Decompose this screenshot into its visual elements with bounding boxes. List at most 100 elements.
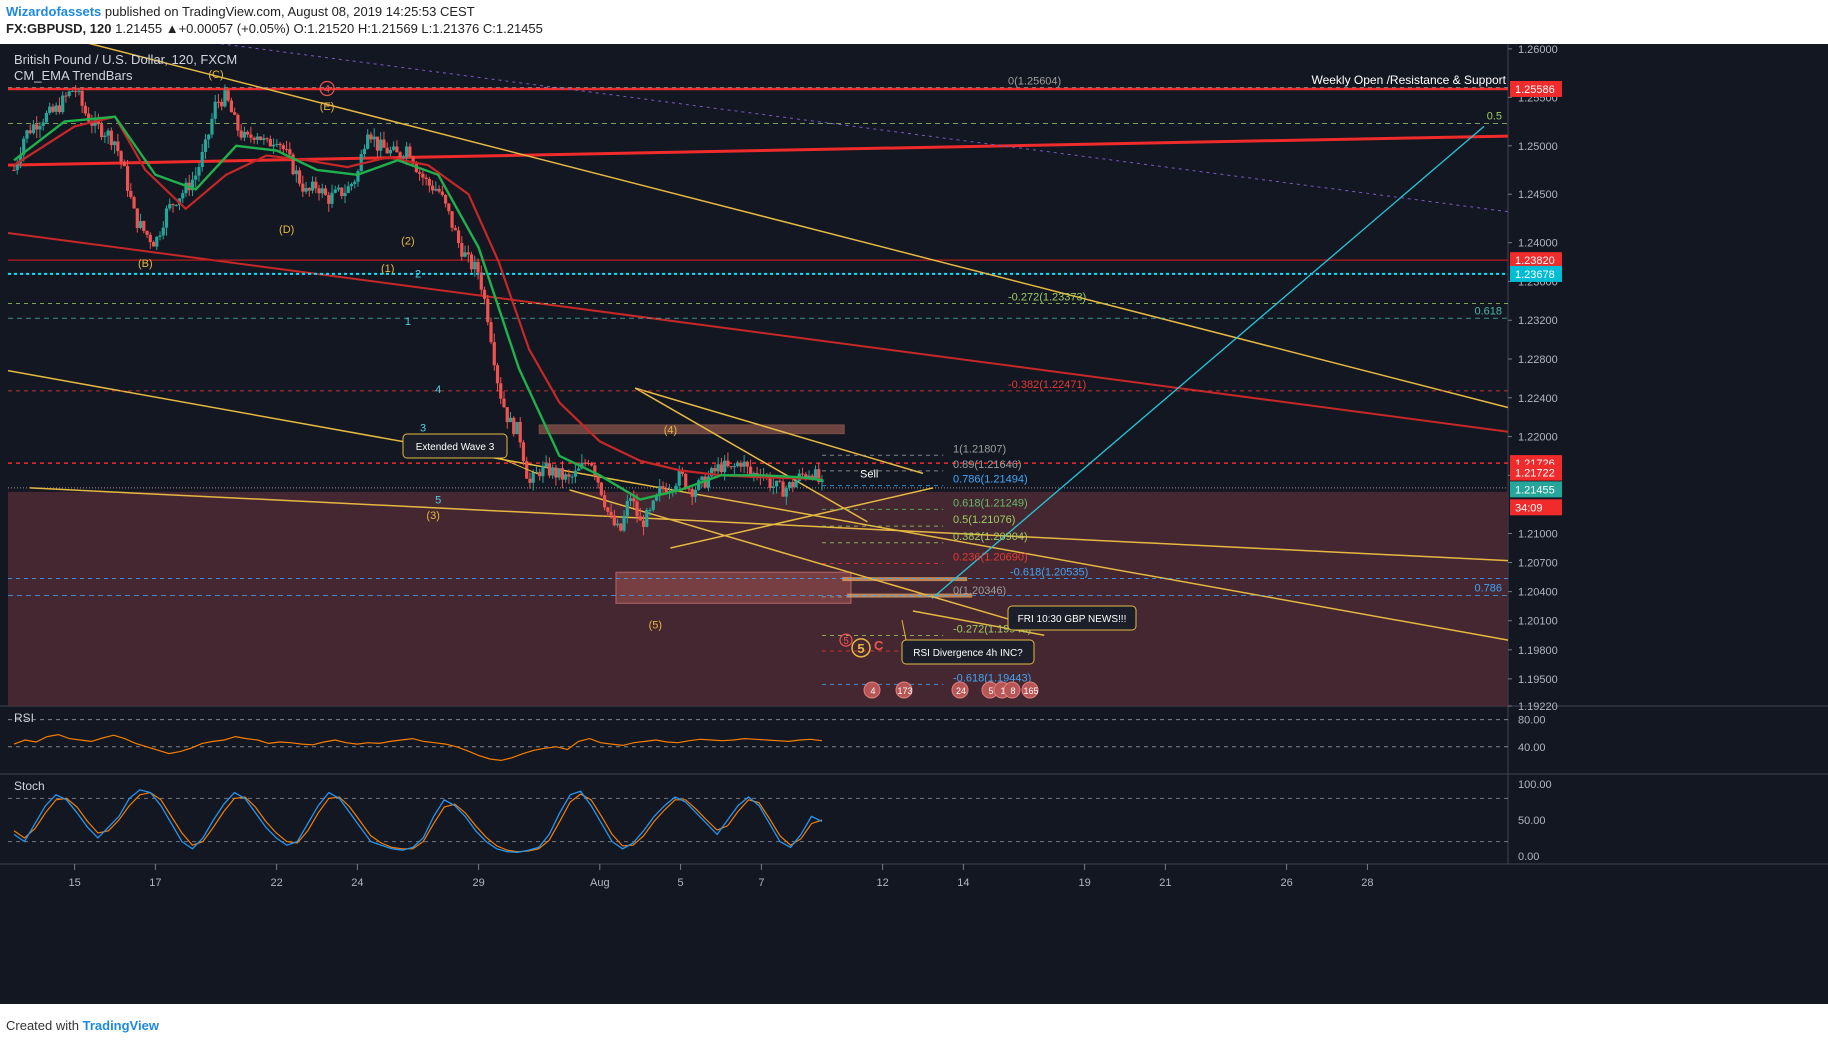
candle-body	[693, 489, 698, 497]
price-label: 1.21722	[1515, 468, 1555, 480]
candle-body	[492, 342, 496, 366]
chart-title: British Pound / U.S. Dollar, 120, FXCM	[14, 52, 237, 67]
fib-label: 0.236(1.20690)	[953, 552, 1028, 564]
candle-body	[161, 227, 165, 236]
wave-circle	[839, 633, 853, 647]
candle-body	[625, 500, 629, 516]
candle-body	[628, 498, 633, 501]
candle-body	[567, 474, 571, 477]
candle-body	[207, 134, 211, 140]
price-label-bg	[1510, 252, 1562, 269]
candle-body	[100, 124, 104, 138]
candle-body	[18, 154, 23, 164]
candle-body	[61, 95, 65, 113]
wave-label: (4)	[664, 425, 677, 437]
wave-label: (B)	[138, 258, 153, 270]
candle-body	[486, 298, 490, 323]
candle-body	[80, 90, 84, 106]
candle-body	[443, 194, 448, 204]
candle-body	[369, 134, 373, 140]
weekly-open-annotation: Weekly Open /Resistance & Support	[1311, 73, 1506, 87]
candle-body	[246, 131, 250, 135]
candle-body	[395, 146, 399, 153]
candle-body	[609, 511, 613, 516]
wave-c-label: C	[874, 638, 884, 653]
candle-body	[771, 486, 775, 489]
time-tick-label: 26	[1280, 877, 1292, 889]
candle-body	[74, 90, 78, 92]
candle-body	[495, 365, 500, 384]
wedge-lower	[670, 487, 934, 549]
candle-body	[398, 152, 402, 158]
candle-body	[512, 417, 516, 435]
candle-body	[41, 122, 45, 126]
price-axis: 1.260001.255001.250001.245001.240001.236…	[1508, 44, 1562, 713]
candle-body	[482, 289, 487, 299]
candle-body	[327, 195, 331, 204]
tradingview-link[interactable]: TradingView	[82, 1018, 159, 1033]
candle-body	[106, 130, 110, 136]
stoch-panel: Stoch 100.00 50.00 0.00	[8, 779, 1552, 863]
time-tick-label: 17	[149, 877, 161, 889]
candle-body	[577, 468, 581, 471]
candle-body	[340, 187, 344, 197]
candle-body	[388, 149, 393, 154]
candle-body	[343, 192, 347, 197]
candle-body	[784, 488, 788, 497]
time-axis: 15 17 22 24 29 Aug 5 7 12 14 19 21 26 28	[68, 864, 1374, 889]
fib-label: 0.618(1.21249)	[953, 497, 1028, 509]
wave-label: 2	[415, 269, 421, 281]
time-tick-label: 12	[876, 877, 888, 889]
event-badge-count: 8	[1010, 686, 1015, 696]
candle-body	[54, 105, 58, 112]
price-label-bg	[1510, 464, 1562, 481]
price-label-bg	[1510, 499, 1562, 516]
callout-box	[402, 433, 508, 459]
extended-wave-label: Extended Wave 3	[416, 442, 495, 453]
candle-body	[606, 507, 610, 512]
candle-body	[408, 146, 412, 157]
candle-body	[518, 422, 522, 443]
candle-body	[249, 134, 253, 138]
time-tick-label: 7	[758, 877, 764, 889]
event-badge-count: 5	[988, 686, 993, 696]
candle-body	[375, 136, 380, 151]
rsi-panel: RSI 80.00 40.00	[8, 711, 1546, 762]
event-badge-count: 4	[870, 686, 875, 696]
candle-body	[12, 170, 16, 172]
candle-body	[521, 442, 526, 462]
candle-body	[70, 90, 75, 92]
candle-body	[229, 100, 234, 113]
price-tick-label: 1.19220	[1518, 701, 1558, 713]
wave-circle	[319, 80, 335, 97]
candle-body	[781, 481, 785, 497]
candle-body	[710, 468, 714, 477]
news-arrow	[912, 610, 1045, 636]
candle-body	[346, 186, 350, 193]
candle-body	[635, 501, 639, 517]
wave-label: 1	[405, 316, 411, 328]
candle-body	[632, 498, 636, 502]
price-chart[interactable]: 0(1.25604) -0.272(1.23373) -0.382(1.22471)…	[0, 44, 1828, 1004]
symbol-info: FX:GBPUSD, 120 1.21455 ▲+0.00057 (+0.05%…	[6, 21, 543, 36]
author-link[interactable]: Wizardofassets	[6, 4, 102, 19]
candle-body	[320, 188, 324, 194]
candle-body	[787, 482, 792, 489]
candle-body	[778, 480, 782, 482]
candle-body	[807, 475, 811, 478]
event-badge	[951, 681, 969, 699]
candle-body	[749, 466, 753, 475]
candle-body	[564, 474, 568, 480]
candle-body	[142, 221, 146, 231]
candle-body	[310, 181, 315, 191]
price-label: 34:09	[1515, 502, 1543, 514]
price-tick-label: 1.22400	[1518, 393, 1558, 405]
candle-body	[489, 322, 493, 343]
candle-body	[181, 193, 185, 199]
candle-body	[768, 476, 772, 489]
callout-pointer	[499, 457, 539, 475]
candle-body	[304, 188, 308, 192]
candle-body	[554, 467, 558, 478]
callout-box	[1007, 605, 1137, 631]
event-badge-count: 173	[897, 686, 912, 696]
